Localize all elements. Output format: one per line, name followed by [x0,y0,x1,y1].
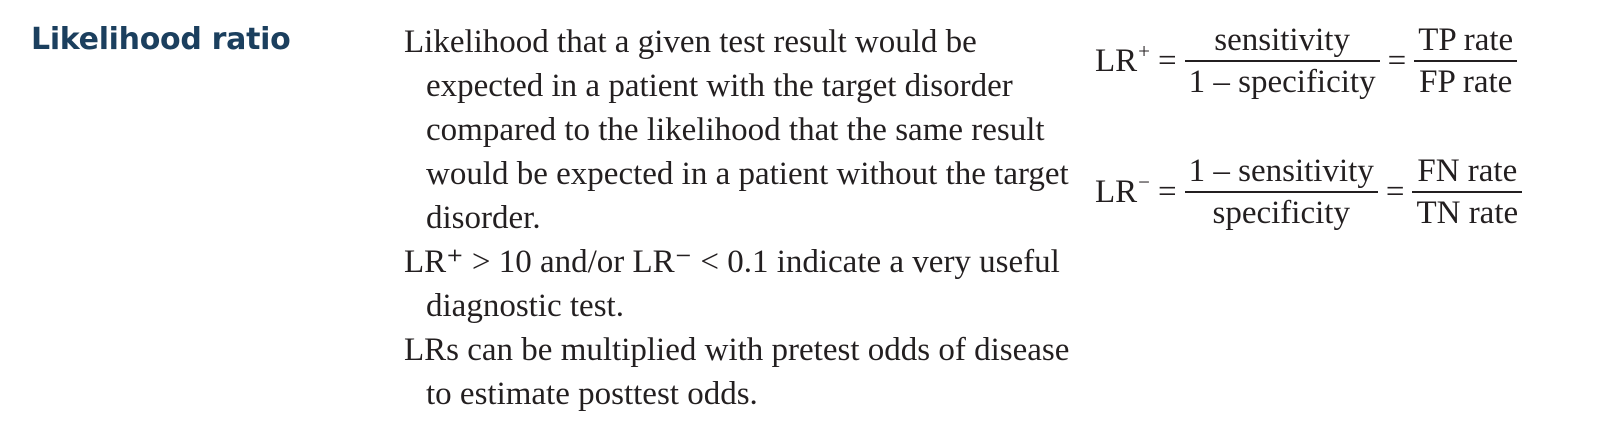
formula-lhs-label: LR [1095,173,1138,210]
fraction: sensitivity 1 – specificity [1184,20,1380,102]
section-heading: Likelihood ratio [31,22,291,57]
fraction-denominator: specificity [1212,195,1350,231]
fraction: 1 – sensitivity specificity [1184,151,1378,233]
formula-lhs: LR − [1095,170,1150,211]
fraction-denominator: TN rate [1416,195,1519,231]
fraction-numerator: sensitivity [1184,20,1380,62]
fraction-numerator: TP rate [1414,20,1518,62]
fraction-numerator: FN rate [1412,151,1523,193]
equals-sign: = [1158,42,1177,79]
threshold-paragraph: LR⁺ > 10 and/or LR⁻ < 0.1 indicate a ver… [404,244,1060,324]
fraction: TP rate FP rate [1414,20,1518,102]
formula-lhs-label: LR [1095,42,1138,79]
usage-paragraph: LRs can be multiplied with pretest odds … [404,332,1070,412]
equals-sign: = [1385,173,1405,210]
definition-paragraph: Likelihood that a given test result woul… [404,24,1069,236]
fraction-denominator: 1 – specificity [1188,64,1376,100]
fraction: FN rate TN rate [1412,151,1523,233]
fraction-numerator: 1 – sensitivity [1184,151,1378,193]
negative-lr-formula: LR − = 1 – sensitivity specificity = FN r… [1095,151,1523,233]
formula-lhs: LR + [1095,39,1150,80]
equals-sign: = [1158,173,1177,210]
formula-lhs-sign: − [1138,169,1151,194]
equals-sign: = [1387,42,1407,79]
formula-lhs-sign: + [1138,38,1151,63]
positive-lr-formula: LR + = sensitivity 1 – specificity = TP r… [1095,20,1518,102]
definition-text: Likelihood that a given test result woul… [404,20,1094,416]
fraction-denominator: FP rate [1419,64,1513,100]
